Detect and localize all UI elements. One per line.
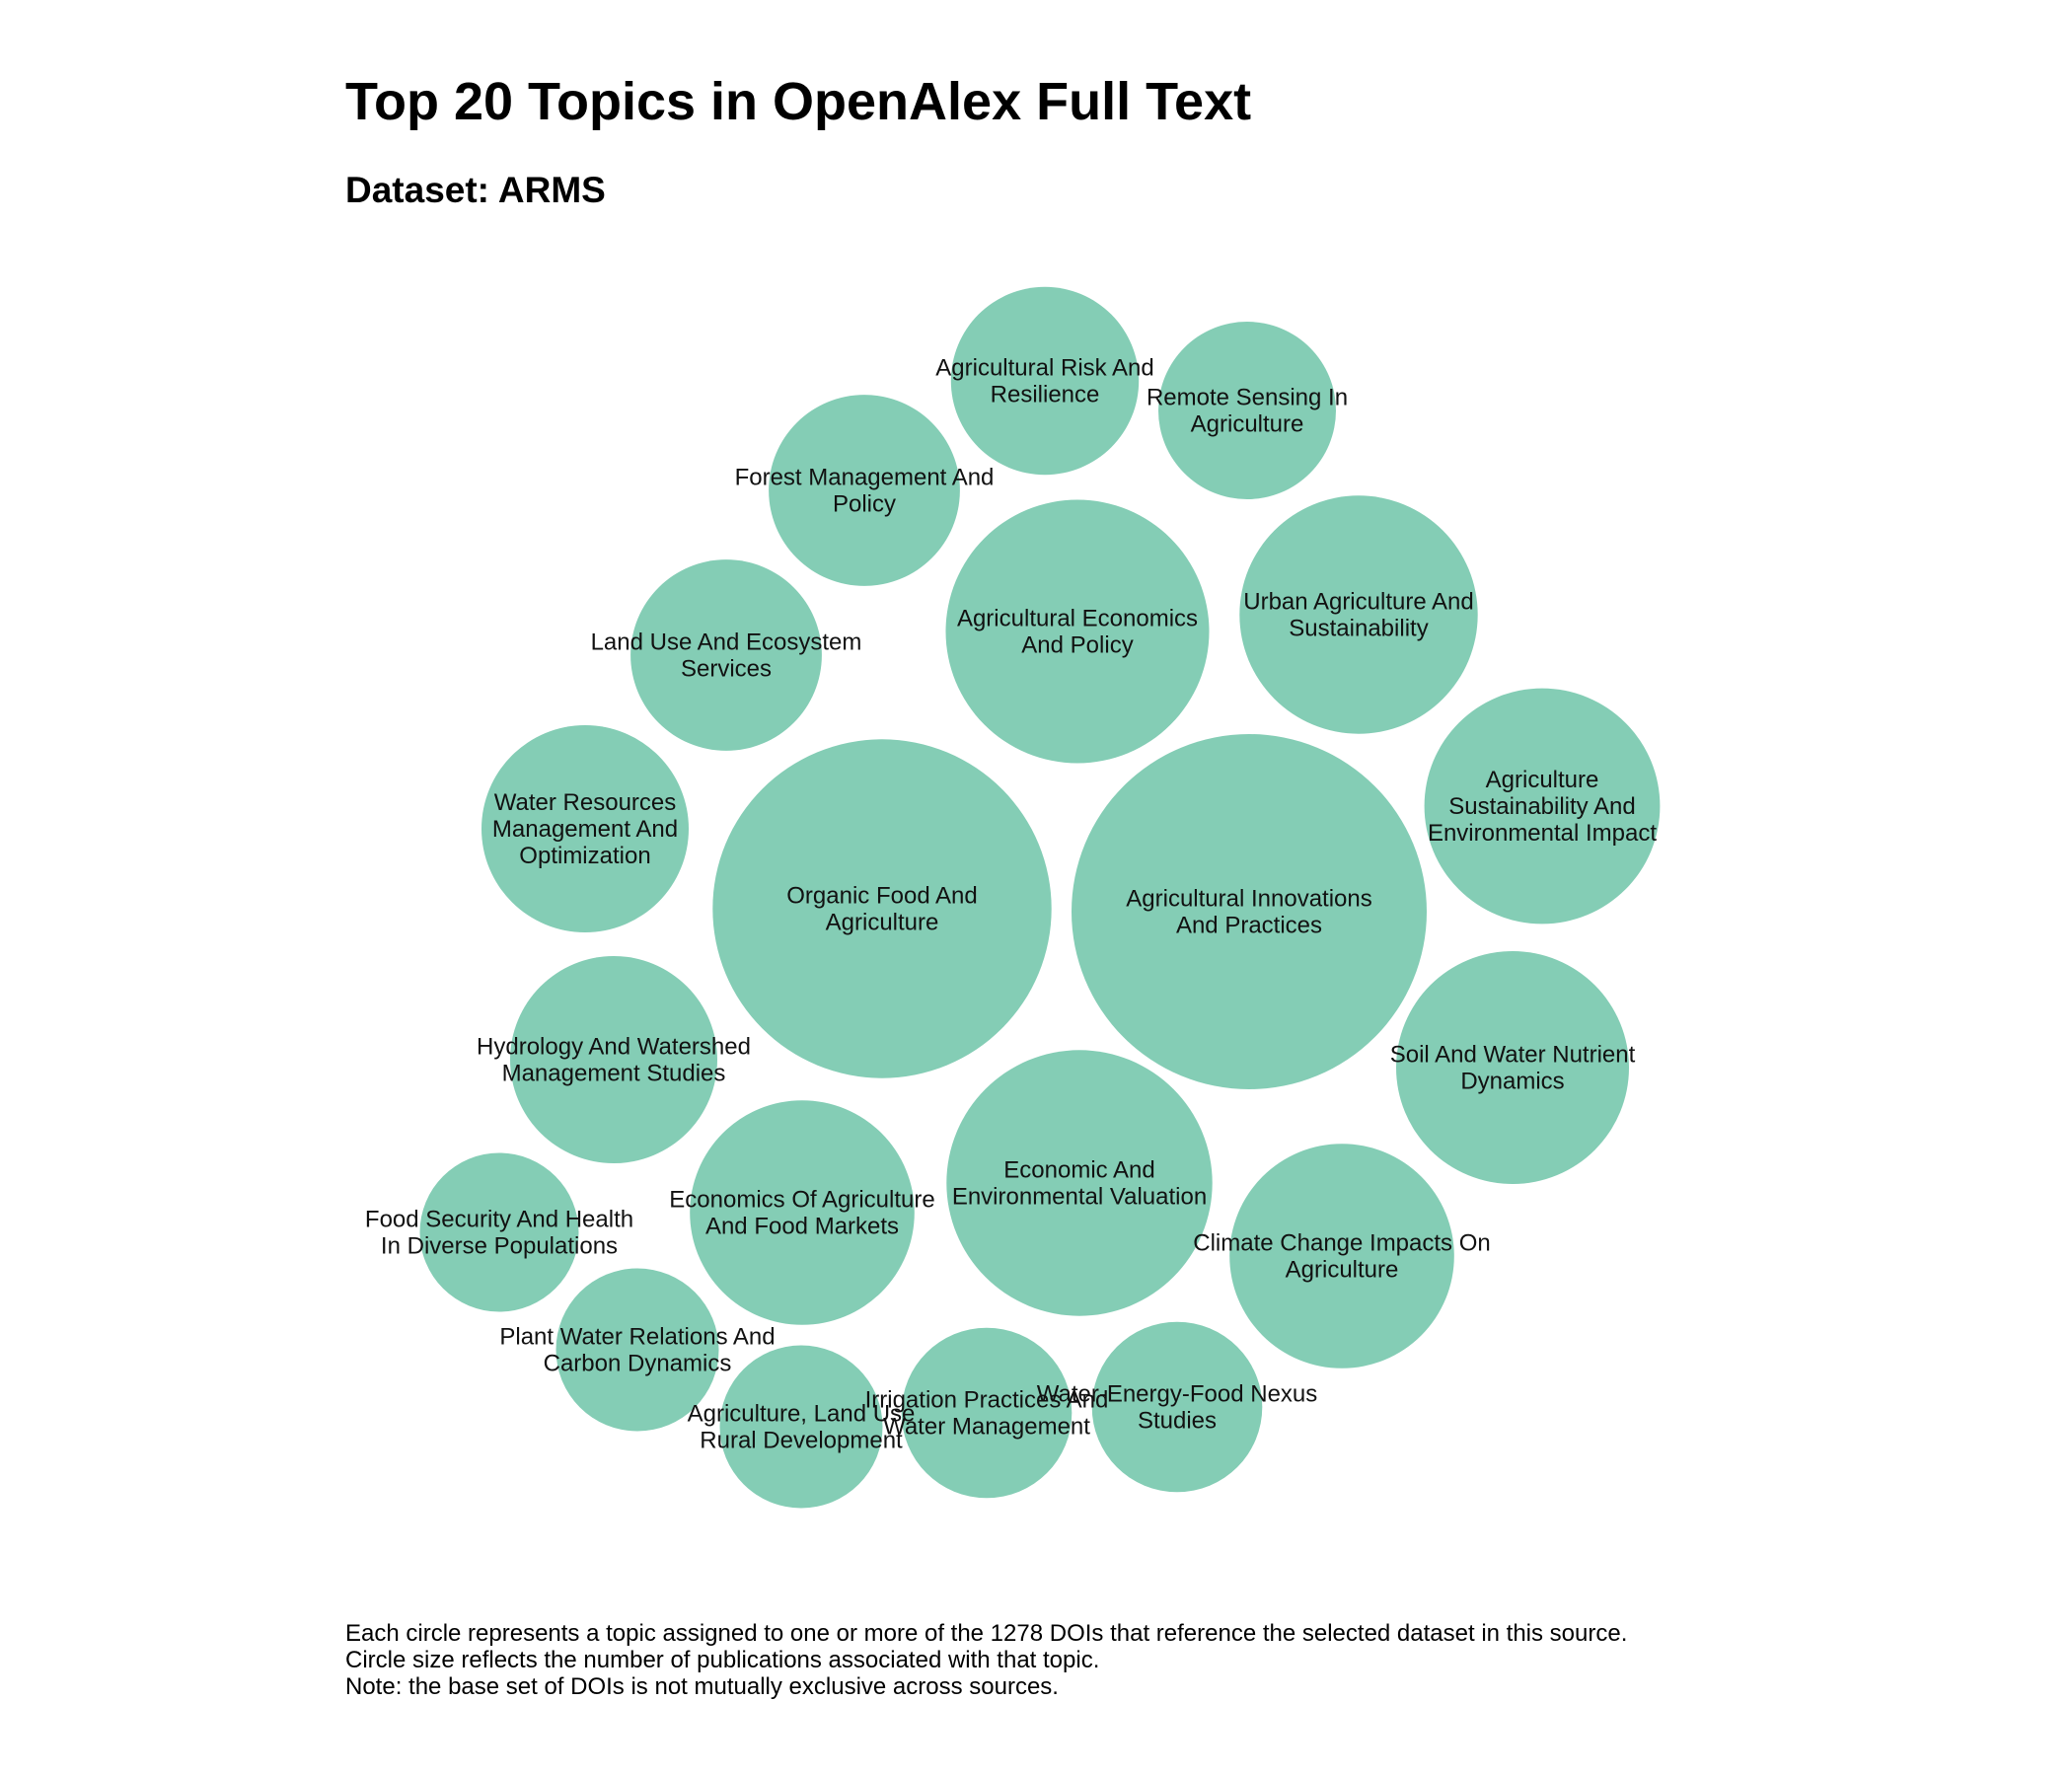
topic-bubble xyxy=(1396,951,1629,1184)
topic-bubble xyxy=(1239,495,1478,734)
topic-bubble xyxy=(950,286,1140,476)
topic-label: Remote Sensing In Agriculture xyxy=(1147,385,1348,438)
topic-label-line: Rural Development xyxy=(700,1428,903,1454)
topic-bubble xyxy=(630,559,822,751)
topic-label-line: Dynamics xyxy=(1460,1069,1564,1095)
footnote-line-3: Note: the base set of DOIs is not mutual… xyxy=(345,1673,1059,1700)
topic-label-line: Food Security And Health xyxy=(365,1207,633,1233)
topic-label-line: Agriculture xyxy=(1191,411,1304,438)
topic-label-line: Soil And Water Nutrient xyxy=(1390,1042,1636,1069)
topic-bubble xyxy=(946,1050,1213,1316)
topic-label-line: Agriculture xyxy=(1486,767,1599,793)
topic-label: Agricultural Risk And Resilience xyxy=(935,355,1153,408)
topic-label-line: Agricultural Risk And xyxy=(935,355,1153,382)
topic-bubble xyxy=(1424,688,1661,925)
topic-label-line: Environmental Valuation xyxy=(952,1184,1207,1211)
topic-label-line: Resilience xyxy=(991,382,1100,408)
topic-label: Soil And Water Nutrient Dynamics xyxy=(1390,1042,1636,1095)
topic-label: Water-Energy-Food Nexus Studies xyxy=(1037,1381,1318,1435)
topic-bubble xyxy=(712,739,1052,1078)
topic-label-line: Hydrology And Watershed xyxy=(477,1034,751,1061)
topic-bubble xyxy=(481,725,689,932)
topic-label-line: Carbon Dynamics xyxy=(544,1351,732,1377)
topic-label-line: Sustainability xyxy=(1289,616,1428,642)
topic-label: Economic And Environmental Valuation xyxy=(952,1157,1207,1211)
topic-bubble xyxy=(690,1100,915,1325)
topic-bubble xyxy=(1091,1321,1263,1493)
topic-label-line: In Diverse Populations xyxy=(381,1233,618,1260)
footnote-line-2: Circle size reflects the number of publi… xyxy=(345,1647,1100,1673)
topic-label: Agricultural Innovations And Practices xyxy=(1126,886,1371,939)
topic-label-line: Agriculture xyxy=(1286,1257,1399,1284)
topic-label-line: Services xyxy=(681,656,772,683)
chart-title: Top 20 Topics in OpenAlex Full Text xyxy=(345,72,1252,131)
topic-label-line: Policy xyxy=(833,491,896,518)
topic-bubble xyxy=(1229,1144,1454,1369)
topic-label-line: Sustainability And xyxy=(1448,793,1635,820)
topic-label: Hydrology And Watershed Management Studie… xyxy=(477,1034,751,1087)
topic-label: Agriculture, Land Use Rural Development xyxy=(688,1401,916,1454)
label-layer: Agricultural Innovations And Practices Org… xyxy=(365,355,1657,1454)
chart-subtitle: Dataset: ARMS xyxy=(345,170,606,210)
topic-bubble xyxy=(1158,322,1336,499)
bubble-layer xyxy=(419,286,1661,1509)
footnote-line-1: Each circle represents a topic assigned … xyxy=(345,1620,1628,1647)
topic-label-line: Climate Change Impacts On xyxy=(1193,1230,1490,1257)
topic-label: Agriculture Sustainability And Environment… xyxy=(1428,767,1657,847)
topic-label-line: Management Studies xyxy=(502,1061,726,1087)
topic-label-line: Agriculture, Land Use xyxy=(688,1401,916,1428)
topic-bubble xyxy=(1072,734,1427,1089)
topic-label: Land Use And Ecosystem Services xyxy=(591,629,862,683)
topic-label-line: Remote Sensing In xyxy=(1147,385,1348,411)
topic-label-line: Land Use And Ecosystem xyxy=(591,629,862,656)
topic-label-line: And Practices xyxy=(1176,913,1322,939)
topic-bubble xyxy=(419,1152,579,1312)
topic-label: Plant Water Relations And Carbon Dynamics xyxy=(499,1324,775,1377)
topic-label-line: Urban Agriculture And xyxy=(1243,589,1473,616)
topic-label-line: Water-Energy-Food Nexus xyxy=(1037,1381,1318,1408)
topic-label-line: Agricultural Economics xyxy=(957,606,1198,632)
topic-label: Agricultural Economics And Policy xyxy=(957,606,1198,659)
topic-label: Food Security And Health In Diverse Popul… xyxy=(365,1207,633,1260)
topic-label-line: Forest Management And xyxy=(735,465,995,491)
topic-label-line: Water Resources xyxy=(494,789,677,816)
topic-label-line: Plant Water Relations And xyxy=(499,1324,775,1351)
topic-bubble xyxy=(719,1345,883,1509)
topic-bubble xyxy=(510,956,717,1163)
topic-label: Urban Agriculture And Sustainability xyxy=(1243,589,1473,642)
topic-label-line: Economic And xyxy=(1003,1157,1154,1184)
topic-label: Economics Of Agriculture And Food Markets xyxy=(669,1187,934,1240)
topic-label: Forest Management And Policy xyxy=(735,465,995,518)
topic-label: Irrigation Practices And Water Management xyxy=(865,1387,1109,1441)
chart-footnote: Each circle represents a topic assigned … xyxy=(345,1620,1627,1700)
topic-label: Organic Food And Agriculture xyxy=(786,883,977,936)
topic-bubble xyxy=(945,499,1210,764)
topic-label-line: Water Management xyxy=(883,1414,1090,1441)
topic-label-line: Management And xyxy=(492,816,678,843)
topic-label-line: Economics Of Agriculture xyxy=(669,1187,934,1214)
topic-label-line: Studies xyxy=(1138,1408,1217,1435)
topic-label-line: Agriculture xyxy=(826,910,939,936)
topic-label-line: Optimization xyxy=(519,843,650,869)
topic-label-line: Environmental Impact xyxy=(1428,820,1657,847)
topic-label-line: Irrigation Practices And xyxy=(865,1387,1109,1414)
topic-bubble xyxy=(555,1268,719,1432)
topic-label: Climate Change Impacts On Agriculture xyxy=(1193,1230,1490,1284)
topic-bubble xyxy=(901,1327,1073,1499)
topic-label-line: And Policy xyxy=(1021,632,1133,659)
topic-label-line: Agricultural Innovations xyxy=(1126,886,1371,913)
topic-label-line: And Food Markets xyxy=(705,1214,899,1240)
topic-bubble xyxy=(769,395,960,586)
topic-label: Water Resources Management And Optimizatio… xyxy=(492,789,678,869)
topic-label-line: Organic Food And xyxy=(786,883,977,910)
